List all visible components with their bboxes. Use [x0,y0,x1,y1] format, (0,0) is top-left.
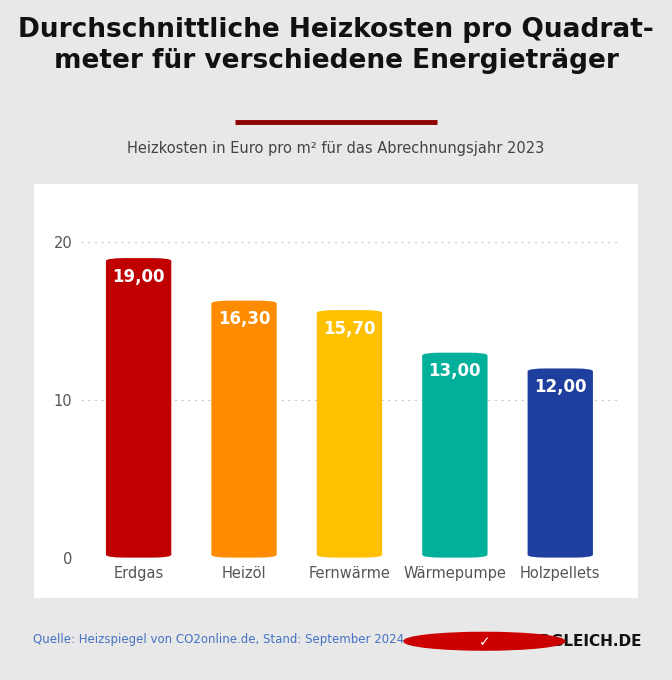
FancyBboxPatch shape [422,353,487,558]
Text: Durchschnittliche Heizkosten pro Quadrat-
meter für verschiedene Energieträger: Durchschnittliche Heizkosten pro Quadrat… [18,17,654,74]
Circle shape [404,632,564,650]
Text: VERGLEICH.DE: VERGLEICH.DE [518,634,643,649]
Text: Quelle: Heizspiegel von CO2online.de, Stand: September 2024: Quelle: Heizspiegel von CO2online.de, St… [33,632,404,646]
FancyBboxPatch shape [106,258,171,558]
Text: 15,70: 15,70 [323,320,376,337]
Text: 19,00: 19,00 [112,267,165,286]
Text: 12,00: 12,00 [534,378,587,396]
FancyBboxPatch shape [528,369,593,558]
Text: Heizkosten in Euro pro m² für das Abrechnungsjahr 2023: Heizkosten in Euro pro m² für das Abrech… [128,141,544,156]
Text: 16,30: 16,30 [218,310,270,328]
FancyBboxPatch shape [212,301,277,558]
Text: 13,00: 13,00 [429,362,481,380]
FancyBboxPatch shape [317,310,382,558]
Text: ✓: ✓ [478,636,490,649]
FancyBboxPatch shape [28,180,644,602]
